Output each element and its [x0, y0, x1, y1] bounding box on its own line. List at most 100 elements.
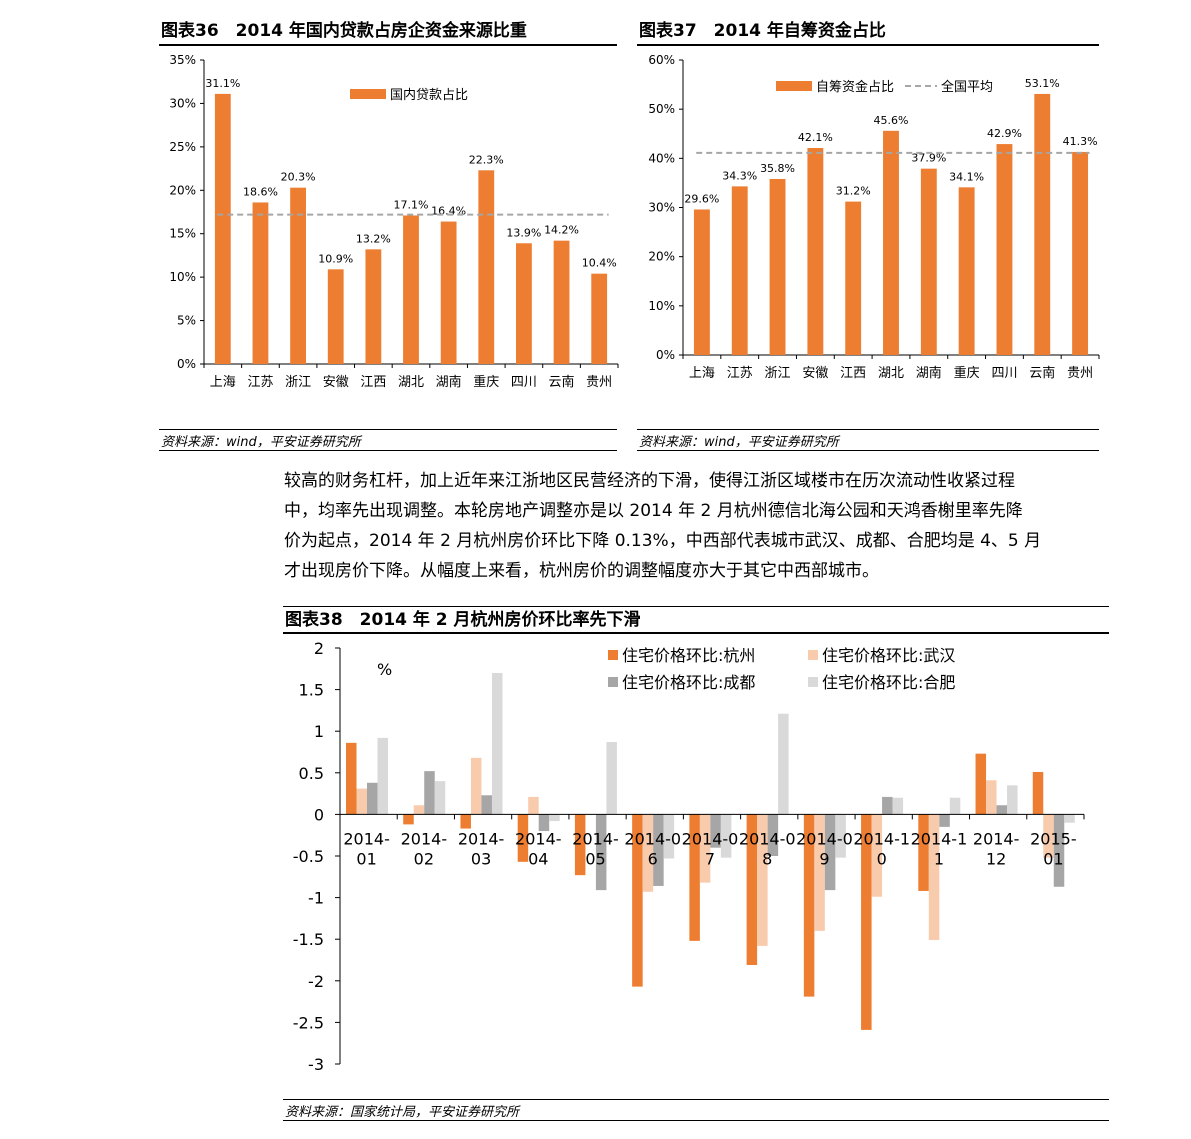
bar: [367, 782, 378, 815]
x-tick-label: 贵州: [1067, 366, 1093, 381]
bar: [663, 814, 675, 859]
fig36-chart: 0% 5% 10% 15% 20% 25% 30% 35% 31.1% 上海 18.6% 江苏 20.3…: [169, 53, 619, 390]
fig37-title: 图表37 2014 年自筹资金占比: [639, 21, 886, 41]
legend-swatch: [808, 677, 818, 687]
x-tick-label: 重庆: [954, 365, 980, 381]
y-tick-label: 35%: [169, 53, 196, 67]
data-label: 13.9%: [506, 226, 541, 239]
bar: [689, 814, 700, 941]
data-label: 45.6%: [874, 114, 909, 127]
fig38-chart: -3-2.5-2-1.5-1-0.500.511.52%2014-012014-…: [293, 639, 1085, 1074]
paragraph-line: 价为起点，2014 年 2 月杭州房价环比下降 0.13%，中西部代表城市武汉、…: [284, 531, 1042, 551]
fig36-source: 资料来源：wind，平安证券研究所: [161, 435, 361, 450]
data-label: 14.2%: [544, 224, 579, 237]
y-tick-label: 15%: [169, 227, 196, 241]
bar: [975, 753, 987, 815]
data-label: 34.3%: [722, 169, 757, 182]
x-tick-label: 2014-: [458, 829, 505, 848]
y-tick-label: 0%: [656, 348, 675, 362]
unit-label: %: [377, 660, 392, 679]
fig37-chart: 0% 10% 20% 30% 40% 50% 60% 29.6% 上海 34.3% 江苏 35.8% 浙…: [648, 53, 1100, 381]
x-tick-label: 四川: [991, 366, 1017, 381]
legend-label: 住宅价格环比:武汉: [822, 646, 955, 665]
bar: [653, 814, 664, 886]
paragraph-line: 较高的财务杠杆，加上近年来江浙地区民营经济的下滑，使得江浙区域楼市在历次流动性收…: [284, 471, 1015, 491]
x-tick-label: 湖北: [398, 375, 424, 390]
data-label: 20.3%: [281, 171, 316, 184]
bar: [807, 148, 824, 355]
bar: [699, 814, 711, 883]
x-tick-label: 安徽: [802, 366, 828, 381]
x-tick-label: 2014-1: [853, 829, 910, 848]
x-tick-label: 2014-0: [796, 829, 853, 848]
y-tick-label: -1.5: [293, 930, 324, 949]
data-label: 42.1%: [798, 131, 833, 144]
x-tick-label: 2014-: [401, 829, 448, 848]
x-tick-label: 江苏: [727, 365, 753, 381]
y-tick-label: -2: [308, 972, 324, 991]
x-tick-label: 9: [819, 849, 829, 868]
x-tick-label: 上海: [210, 375, 236, 390]
y-tick-label: 50%: [648, 102, 675, 116]
bar: [377, 737, 388, 815]
x-tick-label: 12: [986, 849, 1006, 868]
bar: [516, 243, 532, 364]
bar: [434, 781, 446, 815]
x-tick-label: 2014-: [343, 829, 390, 848]
fig37-bottom-rule: [637, 450, 1099, 451]
bar: [1043, 814, 1054, 858]
bar: [517, 814, 529, 862]
data-label: 41.3%: [1063, 135, 1098, 148]
data-label: 34.1%: [949, 170, 984, 183]
y-tick-label: 20%: [648, 250, 675, 264]
bar: [769, 178, 786, 355]
bar: [757, 814, 768, 946]
bar: [403, 215, 419, 364]
bar: [403, 814, 414, 825]
x-tick-label: 贵州: [586, 375, 612, 390]
bar: [986, 780, 997, 815]
fig36-title-rule: [159, 44, 617, 46]
fig38-source-rule: [283, 1099, 1109, 1100]
y-tick-label: 0.5: [299, 764, 324, 783]
fig36-source-rule: [159, 429, 617, 430]
legend-swatch: [608, 650, 618, 660]
x-tick-label: 1: [934, 849, 944, 868]
bar: [642, 814, 654, 892]
y-tick-label: 60%: [648, 53, 675, 67]
y-tick-label: 1: [314, 722, 324, 741]
fig37-source: 资料来源：wind，平安证券研究所: [639, 435, 839, 450]
legend-label: 住宅价格环比:合肥: [822, 673, 955, 692]
bar: [845, 201, 862, 355]
y-tick-label: 1.5: [299, 681, 324, 700]
x-tick-label: 2015-: [1030, 829, 1077, 848]
y-tick-label: 0: [314, 805, 324, 824]
x-tick-label: 04: [528, 849, 548, 868]
fig36-title: 图表36 2014 年国内贷款占房企资金来源比重: [161, 21, 527, 41]
bar: [1007, 785, 1018, 815]
x-tick-label: 2014-0: [739, 829, 796, 848]
x-tick-label: 01: [1043, 849, 1063, 868]
data-label: 53.1%: [1025, 77, 1060, 90]
fig36-bottom-rule: [159, 450, 617, 451]
x-tick-label: 湖南: [916, 365, 942, 381]
bar: [1032, 771, 1044, 815]
x-tick-label: 江西: [360, 375, 386, 390]
bar: [693, 209, 710, 355]
bar: [591, 273, 608, 364]
bar: [538, 814, 550, 832]
data-label: 10.9%: [318, 252, 353, 265]
bar: [1053, 814, 1065, 887]
data-label: 22.3%: [469, 153, 504, 166]
bar: [346, 742, 357, 815]
x-tick-label: 安徽: [323, 375, 349, 390]
bar: [778, 713, 789, 815]
fig37-source-rule: [637, 429, 1099, 430]
bar: [413, 805, 425, 815]
bar: [595, 814, 607, 891]
body-paragraph: 较高的财务杠杆，加上近年来江浙地区民营经济的下滑，使得江浙区域楼市在历次流动性收…: [284, 466, 1109, 586]
x-tick-label: 02: [414, 849, 434, 868]
y-tick-label: -0.5: [293, 847, 324, 866]
bar: [356, 788, 367, 815]
bar: [892, 797, 904, 815]
